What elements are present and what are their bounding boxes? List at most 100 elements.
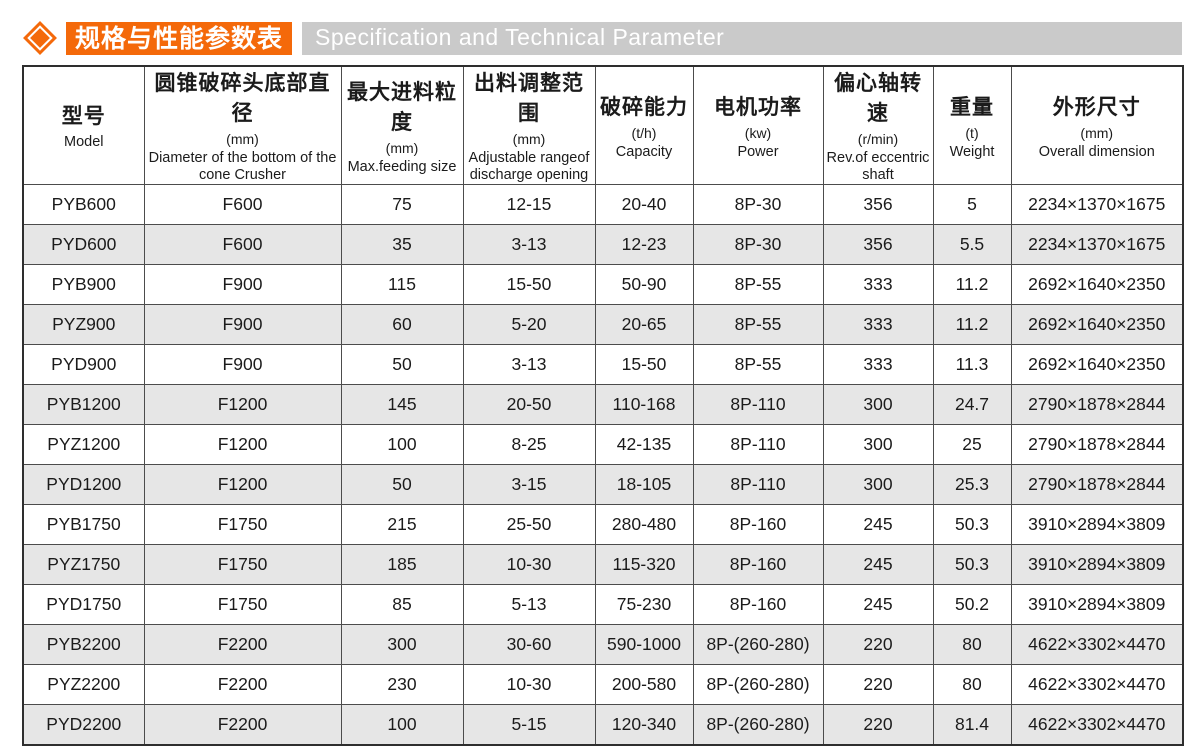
column-header-dimension: 外形尺寸 (mm) Overall dimension [1010,65,1184,186]
cell-weight: 80 [932,664,1012,706]
column-title-zh: 最大进料粒度 [347,80,457,134]
column-title-en: Overall dimension [1038,143,1155,160]
cell-rev: 245 [822,504,934,546]
cell-power: 8P-160 [692,544,824,586]
column-header-rev: 偏心轴转速 (r/min) Rev.of eccentric shaft [822,65,934,186]
cell-model: PYZ900 [22,304,145,346]
cell-dimension: 2692×1640×2350 [1010,264,1184,306]
cell-power: 8P-(260-280) [692,664,824,706]
cell-capacity: 115-320 [594,544,694,586]
column-header-maxfeed: 最大进料粒度 (mm) Max.feeding size [340,65,464,186]
cell-diameter: F2200 [143,704,342,746]
cell-weight: 50.3 [932,544,1012,586]
cell-model: PYD1200 [22,464,145,506]
column-title-zh: 电机功率 [714,95,802,119]
cell-maxfeed: 35 [340,224,464,266]
page-title-en-bar: Specification and Technical Parameter [302,21,1182,55]
cell-rev: 356 [822,184,934,226]
cell-maxfeed: 85 [340,584,464,626]
cell-diameter: F1750 [143,584,342,626]
column-unit: (t) [965,124,979,141]
cell-rev: 245 [822,584,934,626]
column-header-power: 电机功率 (kw) Power [692,65,824,186]
cell-power: 8P-30 [692,184,824,226]
column-title-zh: 型号 [61,105,106,129]
cell-diameter: F900 [143,304,342,346]
table-header: 型号 Model 圆锥破碎头底部直径 (mm) Diameter of the bott… [22,65,1184,186]
cell-capacity: 12-23 [594,224,694,266]
column-title-zh: 破碎能力 [600,95,688,119]
cell-capacity: 15-50 [594,344,694,386]
cell-maxfeed: 115 [340,264,464,306]
cell-dimension: 2692×1640×2350 [1010,344,1184,386]
cell-discharge: 15-50 [462,264,596,306]
cell-capacity: 20-40 [594,184,694,226]
cell-rev: 356 [822,224,934,266]
column-title-en: Rev.of eccentric shaft [826,150,930,184]
cell-maxfeed: 50 [340,344,464,386]
column-header-diameter: 圆锥破碎头底部直径 (mm) Diameter of the bottom of t… [143,65,342,186]
cell-weight: 11.3 [932,344,1012,386]
cell-diameter: F1200 [143,424,342,466]
column-title-en: Capacity [615,143,673,160]
column-title-en: Model [64,134,104,151]
cell-power: 8P-55 [692,304,824,346]
cell-diameter: F900 [143,264,342,306]
column-unit: (mm) [512,131,546,147]
cell-dimension: 2234×1370×1675 [1010,184,1184,226]
cell-power: 8P-160 [692,504,824,546]
cell-rev: 220 [822,664,934,706]
table-row: PYB1200 F1200 145 20-50 110-168 8P-110 300 24.7… [22,384,1184,426]
cell-diameter: F2200 [143,624,342,666]
cell-power: 8P-55 [692,264,824,306]
cell-rev: 220 [822,624,934,666]
cell-capacity: 50-90 [594,264,694,306]
cell-discharge: 8-25 [462,424,596,466]
cell-weight: 5 [932,184,1012,226]
cell-discharge: 3-13 [462,224,596,266]
spec-table: 型号 Model 圆锥破碎头底部直径 (mm) Diameter of the bott… [22,65,1184,746]
cell-model: PYB1200 [22,384,145,426]
cell-discharge: 3-15 [462,464,596,506]
cell-maxfeed: 300 [340,624,464,666]
column-header-discharge: 出料调整范围 (mm) Adjustable rangeof discharge o… [462,65,596,186]
cell-rev: 300 [822,384,934,426]
cell-discharge: 30-60 [462,624,596,666]
cell-model: PYD1750 [22,584,145,626]
cell-weight: 80 [932,624,1012,666]
cell-power: 8P-30 [692,224,824,266]
cell-maxfeed: 75 [340,184,464,226]
diamond-icon-core [30,28,50,48]
column-title-en: Diameter of the bottom of the cone Crush… [148,150,337,184]
cell-power: 8P-(260-280) [692,704,824,746]
table-row: PYZ900 F900 60 5-20 20-65 8P-55 333 11.2 2692×16… [22,304,1184,346]
cell-diameter: F1200 [143,384,342,426]
cell-diameter: F900 [143,344,342,386]
cell-discharge: 10-30 [462,544,596,586]
cell-maxfeed: 50 [340,464,464,506]
column-header-weight: 重量 (t) Weight [932,65,1012,186]
cell-dimension: 2692×1640×2350 [1010,304,1184,346]
table-row: PYD1750 F1750 85 5-13 75-230 8P-160 245 50.2 391… [22,584,1184,626]
cell-model: PYZ1200 [22,424,145,466]
cell-discharge: 10-30 [462,664,596,706]
cell-power: 8P-110 [692,464,824,506]
cell-maxfeed: 100 [340,424,464,466]
cell-diameter: F600 [143,224,342,266]
cell-model: PYB1750 [22,504,145,546]
cell-weight: 50.2 [932,584,1012,626]
column-unit: (mm) [226,131,259,147]
column-unit: (r/min) [857,131,899,147]
column-title-en: Weight [949,143,995,160]
cell-dimension: 4622×3302×4470 [1010,624,1184,666]
cell-weight: 25.3 [932,464,1012,506]
cell-power: 8P-(260-280) [692,624,824,666]
cell-discharge: 25-50 [462,504,596,546]
cell-dimension: 3910×2894×3809 [1010,584,1184,626]
column-unit: (mm) [385,139,419,156]
table-row: PYB1750 F1750 215 25-50 280-480 8P-160 245 50.3… [22,504,1184,546]
cell-dimension: 3910×2894×3809 [1010,544,1184,586]
table-row: PYZ2200 F2200 230 10-30 200-580 8P-(260-280) 2… [22,664,1184,706]
cell-discharge: 20-50 [462,384,596,426]
cell-model: PYB900 [22,264,145,306]
